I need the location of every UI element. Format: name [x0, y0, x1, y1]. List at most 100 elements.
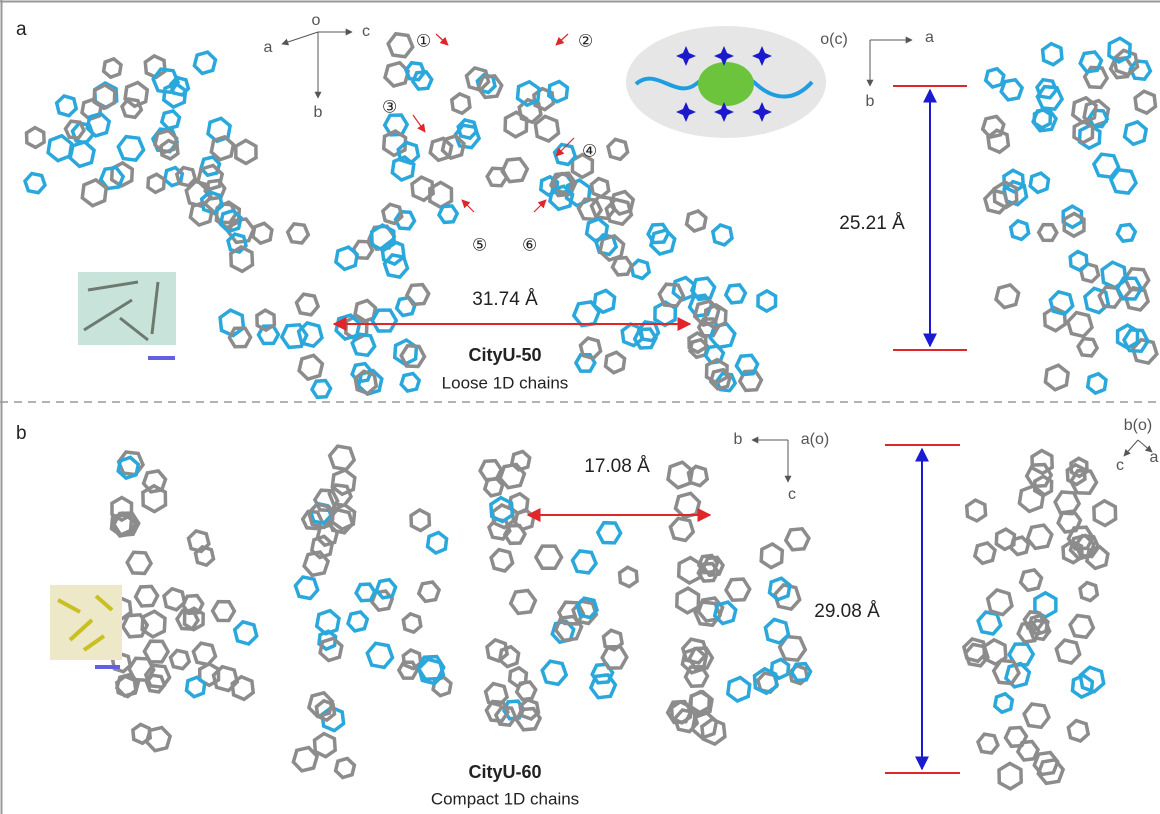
compound-description: Compact 1D chains	[431, 789, 579, 808]
axis-label: c	[362, 23, 370, 40]
position-label: ⑤	[472, 235, 487, 254]
ring	[1034, 753, 1057, 775]
ring	[765, 619, 788, 643]
ring	[771, 659, 788, 678]
axes-indicator: o(c) a b	[820, 29, 934, 110]
ring	[232, 677, 253, 700]
ring	[187, 677, 205, 696]
ring	[213, 602, 235, 621]
compound-name: CityU-60	[468, 762, 541, 782]
ring	[377, 580, 396, 598]
ring	[48, 136, 72, 161]
axis-label: c	[788, 486, 796, 503]
ring	[687, 211, 706, 231]
ring	[726, 579, 750, 600]
ring	[556, 616, 582, 640]
ring	[367, 643, 392, 667]
ring	[411, 510, 429, 531]
ring	[1030, 173, 1048, 192]
ring	[1019, 486, 1043, 511]
position-label: ①	[416, 31, 431, 50]
ring	[536, 546, 562, 568]
crystal-photo	[50, 585, 122, 667]
ring	[480, 461, 501, 480]
distance-label: 17.08 Å	[584, 456, 650, 477]
ring	[401, 346, 424, 367]
ring	[620, 567, 638, 586]
ring	[104, 59, 121, 77]
ring	[1006, 728, 1027, 747]
axes-indicator: b a(o) c	[734, 431, 830, 503]
ring	[670, 518, 693, 540]
ring	[385, 63, 408, 86]
ring	[236, 140, 256, 163]
ring	[606, 352, 625, 373]
ring	[1043, 44, 1062, 65]
ring	[491, 550, 512, 571]
ring	[329, 485, 351, 505]
ring	[1011, 221, 1029, 240]
ring	[295, 577, 317, 599]
axis-label: c	[1116, 457, 1124, 474]
ring	[388, 34, 413, 57]
ring	[713, 225, 732, 245]
ring	[515, 510, 533, 529]
ring	[297, 294, 319, 315]
axes-indicator: o a c b	[264, 12, 370, 121]
ring	[1135, 91, 1155, 113]
ring	[659, 284, 683, 306]
ring	[122, 99, 141, 117]
ring	[336, 759, 355, 778]
ring	[592, 179, 609, 197]
position-label: ④	[582, 141, 597, 160]
ring	[1125, 122, 1147, 144]
ring	[1094, 154, 1119, 177]
ring	[967, 500, 986, 521]
ring	[986, 69, 1004, 87]
axes-indicator: b(o) c a	[1116, 417, 1159, 474]
figure: a o a c b ① ② ③ ④ ⑤ ⑥ o(c) a b 25.21 Å 3…	[0, 0, 1160, 814]
axis-label: a(o)	[801, 431, 829, 448]
ring	[1070, 616, 1093, 638]
compound-name: CityU-50	[468, 345, 541, 365]
ring	[587, 219, 608, 241]
ring	[320, 638, 342, 660]
ring	[786, 529, 809, 550]
ring	[511, 591, 536, 614]
ring	[25, 174, 45, 193]
ring	[487, 168, 506, 185]
ring	[372, 310, 396, 331]
ring	[535, 116, 558, 141]
ring	[574, 302, 599, 326]
ring	[288, 224, 309, 243]
ring	[171, 650, 190, 668]
ring	[761, 544, 782, 568]
ring	[82, 180, 106, 206]
ring	[517, 682, 536, 700]
ring	[485, 478, 503, 496]
compound-description: Loose 1D chains	[442, 373, 569, 392]
ring	[1088, 374, 1106, 393]
ring	[27, 128, 45, 148]
ring	[550, 186, 573, 209]
ring	[975, 543, 995, 563]
ring	[505, 112, 527, 137]
ring	[999, 763, 1021, 788]
axis-label: b(o)	[1124, 417, 1152, 434]
position-label: ②	[578, 31, 593, 50]
ring	[996, 285, 1019, 308]
ring	[125, 83, 147, 107]
ring	[1078, 339, 1097, 356]
ring	[198, 166, 222, 190]
ring	[403, 614, 421, 632]
ring	[332, 470, 355, 494]
ring	[758, 291, 776, 311]
ring	[608, 139, 628, 159]
panel-label: b	[16, 423, 27, 444]
ring	[542, 661, 566, 684]
ring	[57, 96, 76, 116]
position-label: ③	[382, 97, 397, 116]
ring	[728, 678, 750, 702]
ring	[978, 734, 998, 753]
ring	[1001, 80, 1022, 100]
